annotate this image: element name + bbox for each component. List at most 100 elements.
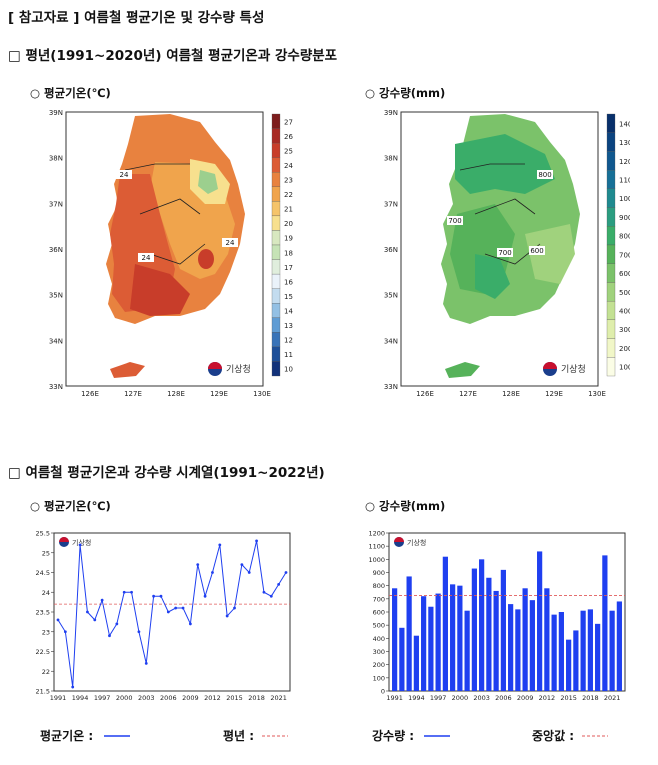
rainfall-bar: [457, 585, 463, 691]
legend-rain-swatch: [424, 735, 450, 737]
rainfall-bar: [529, 600, 535, 691]
legend-rain-label: 강수량 :: [372, 729, 415, 743]
y-tick-label: 0: [381, 688, 385, 696]
colorbar-swatch: [271, 288, 281, 304]
colorbar-swatch: [271, 215, 281, 231]
y-tick-label: 22.5: [36, 648, 50, 656]
kma-label: 기상청: [226, 364, 251, 375]
temperature-point: [144, 661, 148, 665]
y-tick-label: 400: [373, 635, 385, 643]
rainfall-bar: [522, 588, 528, 691]
rainfall-bar: [515, 609, 521, 691]
y-tick-label: 23.5: [36, 609, 50, 617]
y-tick-label: 100: [373, 674, 385, 682]
colorbar-swatch: [271, 230, 281, 246]
kma-label: 기상청: [561, 364, 586, 375]
y-tick-label: 600: [373, 609, 385, 617]
rainfall-bar: [500, 569, 506, 691]
x-tick-label: 2012: [204, 694, 221, 702]
y-tick-label: 24: [42, 589, 50, 597]
x-tick-label: 1994: [408, 694, 425, 702]
rainfall-bar: [537, 551, 543, 691]
colorbar-label: 100: [619, 364, 630, 372]
colorbar-swatch: [606, 300, 616, 321]
colorbar-label: 27: [284, 118, 293, 126]
temperature-point: [130, 590, 133, 594]
temperature-point: [159, 594, 163, 598]
contour-label: 700: [498, 249, 511, 257]
lat-tick: 37N: [384, 200, 398, 208]
colorbar-swatch: [271, 303, 281, 318]
y-tick-label: 700: [373, 595, 385, 603]
x-tick-label: 2003: [473, 694, 490, 702]
colorbar-swatch: [271, 113, 281, 129]
legend-median-label: 중앙값 :: [532, 729, 575, 743]
x-tick-label: 1991: [386, 694, 403, 702]
y-tick-label: 25: [42, 549, 50, 557]
lat-tick: 38N: [49, 155, 63, 163]
y-tick-label: 1100: [368, 543, 385, 551]
colorbar-label: 24: [284, 162, 293, 170]
rain-series-label: ○ 강수량(mm): [365, 499, 446, 513]
colorbar-label: 13: [284, 322, 293, 330]
contour-label-bg: [138, 253, 154, 262]
colorbar-swatch: [271, 142, 281, 158]
rainfall-bar: [551, 614, 557, 691]
lon-tick: 128E: [502, 390, 520, 398]
x-tick-label: 2015: [560, 694, 577, 702]
legend-temp-swatch: [104, 735, 130, 737]
colorbar-label: 23: [284, 177, 293, 185]
kma-logo-icon: [394, 537, 404, 542]
contour-label-bg: [497, 248, 513, 257]
plot-frame: [53, 532, 291, 692]
lat-ticks: 39N 38N 37N 36N 35N 34N 33N: [49, 109, 63, 391]
rainfall-bar: [544, 588, 550, 691]
temperature-point: [100, 598, 104, 602]
x-tick-label: 1997: [430, 694, 447, 702]
temperature-point: [196, 563, 200, 566]
rainfall-map: 39N 38N 37N 36N 35N 34N 33N 126E 127E 128E 129E 13…: [384, 109, 630, 398]
colorbar-swatch: [606, 207, 616, 227]
x-tick-label: 2018: [248, 694, 265, 702]
rainfall-bar: [464, 610, 470, 691]
lat-tick: 33N: [384, 383, 398, 391]
colorbar-swatch: [606, 226, 616, 246]
temperature-point: [166, 610, 170, 614]
x-tick-label: 2021: [604, 694, 621, 702]
colorbar-swatch: [271, 273, 281, 289]
colorbar-label: 19: [284, 235, 293, 243]
rainfall-bar: [392, 588, 398, 691]
legend-normal-label: 평년 :: [223, 729, 255, 743]
colorbar-label: 14: [284, 308, 293, 316]
section-time-series: □ 여름철 평균기온과 강수량 시계열(1991~2022년): [8, 465, 325, 481]
x-tick-label: 1997: [94, 694, 111, 702]
colorbar-swatch: [606, 113, 616, 133]
temp-series-label: ○ 평균기온(℃): [30, 499, 111, 513]
temperature-line: [57, 540, 287, 688]
lat-tick: 35N: [384, 292, 398, 300]
lon-tick: 128E: [167, 390, 185, 398]
contour-label: 24: [142, 254, 151, 262]
colorbar-swatch: [271, 332, 281, 348]
colorbar-swatch: [606, 357, 616, 377]
temp-map-label: ○ 평균기온(℃): [30, 86, 111, 100]
x-tick-label: 2006: [160, 694, 177, 702]
rainfall-bar: [558, 612, 564, 691]
y-tick-label: 900: [373, 569, 385, 577]
lat-tick: 34N: [384, 337, 398, 345]
colorbar-swatch: [271, 186, 281, 202]
temperature-point: [63, 630, 67, 634]
colorbar-label: 1200: [619, 158, 630, 166]
colorbar-label: 21: [284, 206, 293, 214]
lat-tick: 35N: [49, 292, 63, 300]
colorbar-label: 700: [619, 251, 630, 259]
y-tick-label: 300: [373, 648, 385, 656]
lon-tick: 129E: [545, 390, 563, 398]
lat-tick: 39N: [384, 109, 398, 117]
colorbar-label: 1300: [619, 139, 630, 147]
temperature-point: [262, 590, 266, 594]
temperature-point: [71, 685, 75, 689]
rainfall-bar: [399, 627, 405, 691]
colorbar-swatch: [271, 172, 281, 187]
rainfall-bar: [595, 623, 601, 691]
